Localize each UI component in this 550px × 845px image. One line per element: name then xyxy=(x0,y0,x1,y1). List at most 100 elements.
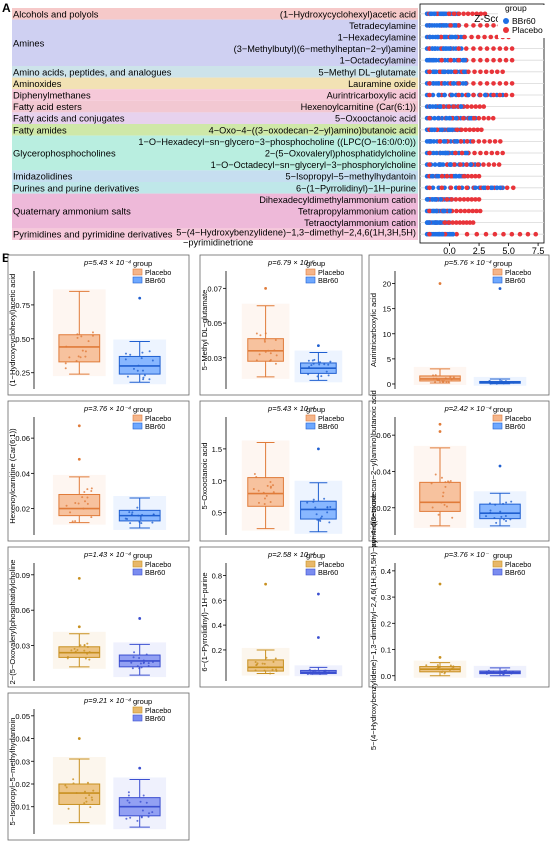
bbr60-point xyxy=(437,23,443,28)
legend-entry: Placebo xyxy=(505,414,531,423)
y-tick-label: 0.02 xyxy=(376,504,391,513)
placebo-point xyxy=(470,208,475,214)
placebo-point xyxy=(477,208,483,214)
class-label: Glycerophosphocholines xyxy=(13,148,116,159)
bbr60-jitter-point xyxy=(503,669,506,672)
bbr60-jitter-point xyxy=(320,515,323,518)
boxplot-panel: 0.02 0.04 0.064−Oxo−4−((3−oxodecan−2−yl)am… xyxy=(368,390,550,562)
legend-swatch xyxy=(492,268,503,276)
placebo-point xyxy=(467,220,473,225)
bbr60-jitter-point xyxy=(323,363,326,366)
placebo-jitter-point xyxy=(91,798,94,801)
placebo-point xyxy=(472,150,477,156)
placebo-jitter-point xyxy=(449,376,452,379)
bbr60-jitter-point xyxy=(508,671,511,674)
bbr60-jitter-point xyxy=(318,518,321,521)
legend-swatch xyxy=(132,414,143,422)
bbr60-jitter-point xyxy=(312,669,315,672)
placebo-jitter-point xyxy=(254,660,257,663)
bbr60-point xyxy=(438,197,444,202)
legend-swatch xyxy=(492,568,503,576)
bbr60-point xyxy=(453,34,458,40)
bbr60-point xyxy=(442,139,448,144)
placebo-outlier xyxy=(438,582,442,586)
placebo-box xyxy=(247,659,284,672)
placebo-jitter-point xyxy=(266,484,269,487)
metabolite-label: 5−Isopropyl−5−methylhydantoin xyxy=(285,172,416,182)
legend-entry: Placebo xyxy=(318,268,344,277)
class-label: Fatty acids and conjugates xyxy=(13,113,125,124)
legend-entry: BBr60 xyxy=(505,276,525,285)
bbr60-jitter-point xyxy=(500,515,503,518)
placebo-jitter-point xyxy=(88,651,91,654)
class-label: Quaternary ammonium salts xyxy=(13,206,131,217)
placebo-point xyxy=(474,208,479,214)
placebo-outlier xyxy=(438,282,442,285)
placebo-jitter-point xyxy=(86,645,89,648)
bbr60-outlier xyxy=(138,617,142,620)
placebo-jitter-point xyxy=(440,476,443,479)
y-axis-title: 4−Oxo−4−((3−oxodecan−2−yl)amino)butanoic… xyxy=(369,390,378,561)
legend-entry: BBr60 xyxy=(145,568,165,577)
bbr60-point xyxy=(466,92,471,98)
placebo-jitter-point xyxy=(65,345,68,348)
class-band xyxy=(12,124,418,136)
placebo-jitter-point xyxy=(87,340,90,343)
bbr60-jitter-point xyxy=(136,665,139,668)
placebo-point xyxy=(475,127,480,133)
legend-title: group xyxy=(306,405,325,414)
y-tick-label: 15 xyxy=(383,305,391,314)
placebo-point xyxy=(478,46,483,51)
bbr60-point xyxy=(427,23,432,28)
placebo-point xyxy=(427,92,432,98)
bbr60-point xyxy=(464,150,469,156)
class-band xyxy=(12,19,418,67)
placebo-point xyxy=(478,92,483,98)
legend-entry: Placebo xyxy=(145,268,171,277)
placebo-point xyxy=(497,92,503,98)
placebo-point xyxy=(481,162,486,167)
bbr60-point xyxy=(442,92,447,98)
placebo-point xyxy=(484,46,490,51)
placebo-point xyxy=(471,23,476,28)
x-tick-label: 7.5 xyxy=(532,246,545,256)
bbr60-jitter-point xyxy=(491,382,494,385)
placebo-jitter-point xyxy=(448,481,451,484)
x-tick-label: 5.0 xyxy=(502,246,515,256)
y-axis-title: 5−Methyl DL−glutamate xyxy=(200,290,209,371)
placebo-jitter-point xyxy=(440,501,443,504)
placebo-jitter-point xyxy=(434,374,437,377)
placebo-jitter-point xyxy=(84,500,87,503)
placebo-point xyxy=(485,185,491,191)
placebo-jitter-point xyxy=(263,340,266,343)
bbr60-jitter-point xyxy=(327,671,330,674)
bbr60-jitter-point xyxy=(148,350,151,353)
y-tick-label: 0.2 xyxy=(381,619,391,628)
placebo-jitter-point xyxy=(65,786,68,789)
bbr60-jitter-point xyxy=(148,812,151,815)
placebo-point xyxy=(465,173,471,179)
placebo-point xyxy=(463,23,469,28)
bbr60-outlier xyxy=(138,296,142,300)
legend-swatch xyxy=(305,414,316,422)
placebo-point xyxy=(448,57,453,63)
y-tick-label: 0.1 xyxy=(381,646,391,655)
bbr60-point xyxy=(432,69,437,75)
placebo-point xyxy=(472,69,477,75)
bbr60-jitter-point xyxy=(510,500,513,503)
placebo-point xyxy=(484,23,490,28)
placebo-point xyxy=(446,220,452,225)
placebo-point xyxy=(488,34,494,40)
placebo-point xyxy=(464,231,470,237)
placebo-jitter-point xyxy=(76,336,79,339)
y-tick-label: 0.04 xyxy=(15,735,30,744)
placebo-jitter-point xyxy=(83,649,86,652)
bbr60-jitter-point xyxy=(493,516,496,519)
bbr60-jitter-point xyxy=(511,670,514,673)
bbr60-point xyxy=(438,11,443,17)
placebo-jitter-point xyxy=(269,501,272,504)
bbr60-point xyxy=(442,150,448,156)
bbr60-jitter-point xyxy=(307,373,310,376)
legend-swatch xyxy=(492,560,503,568)
bbr60-point xyxy=(442,208,447,214)
